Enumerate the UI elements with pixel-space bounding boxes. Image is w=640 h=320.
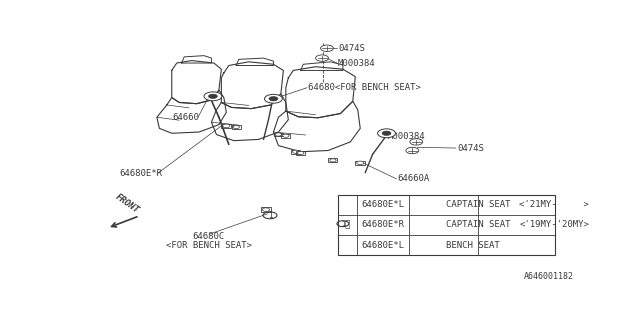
Circle shape (233, 125, 239, 129)
Text: <'21MY-     >: <'21MY- > (519, 200, 589, 209)
Circle shape (330, 159, 336, 162)
Text: BENCH SEAT: BENCH SEAT (446, 241, 500, 250)
Bar (338, 195, 555, 255)
Text: CAPTAIN SEAT: CAPTAIN SEAT (446, 220, 511, 229)
Circle shape (410, 139, 423, 145)
Text: M000384: M000384 (388, 132, 425, 141)
Circle shape (262, 208, 269, 212)
Text: A646001182: A646001182 (524, 272, 573, 281)
Circle shape (223, 124, 230, 128)
Circle shape (298, 151, 304, 155)
Text: 64680E*L: 64680E*L (362, 241, 404, 250)
Text: 64680<FOR BENCH SEAT>: 64680<FOR BENCH SEAT> (308, 83, 421, 92)
Text: 64680E*R: 64680E*R (362, 220, 404, 229)
Circle shape (406, 147, 419, 154)
Text: M000384: M000384 (338, 59, 376, 68)
Circle shape (209, 94, 218, 99)
Text: <'19MY-'20MY>: <'19MY-'20MY> (519, 220, 589, 229)
Text: ①: ① (345, 220, 350, 229)
Circle shape (382, 131, 391, 135)
Text: 64660: 64660 (172, 113, 199, 122)
Circle shape (283, 134, 289, 137)
Circle shape (321, 45, 333, 52)
Text: <FOR BENCH SEAT>: <FOR BENCH SEAT> (166, 241, 252, 250)
Text: CAPTAIN SEAT: CAPTAIN SEAT (446, 200, 511, 209)
Text: 0474S: 0474S (457, 144, 484, 153)
Text: 0474S: 0474S (338, 44, 365, 53)
Text: 64680E*R: 64680E*R (120, 169, 163, 179)
Circle shape (264, 94, 282, 103)
Circle shape (292, 150, 299, 153)
Text: FRONT: FRONT (113, 192, 141, 215)
Text: 64680E*L: 64680E*L (362, 200, 404, 209)
Text: 64680C: 64680C (193, 232, 225, 241)
Circle shape (378, 129, 396, 138)
Circle shape (269, 97, 278, 101)
Circle shape (356, 161, 364, 164)
Text: 1: 1 (340, 221, 345, 227)
Circle shape (316, 55, 328, 61)
Circle shape (275, 133, 282, 136)
Circle shape (204, 92, 222, 101)
Text: 1: 1 (268, 211, 272, 220)
Text: 64660A: 64660A (397, 174, 429, 183)
